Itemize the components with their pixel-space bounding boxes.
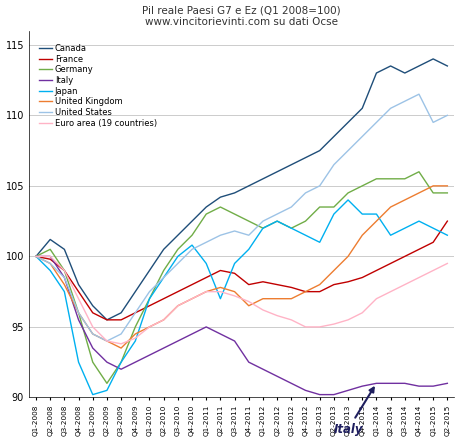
Euro area (19 countries) xyxy=(76,296,81,301)
United States xyxy=(316,183,322,189)
Germany xyxy=(90,359,95,365)
Germany xyxy=(118,359,123,365)
United Kingdom xyxy=(401,197,407,202)
Canada xyxy=(373,70,378,76)
United Kingdom xyxy=(260,296,265,301)
Germany xyxy=(430,190,435,195)
United States xyxy=(358,134,364,139)
Japan xyxy=(33,254,39,259)
Japan xyxy=(175,254,180,259)
Japan xyxy=(189,243,194,248)
Germany xyxy=(288,225,293,231)
France xyxy=(104,317,109,323)
Japan xyxy=(345,197,350,202)
Italy xyxy=(401,381,407,386)
Euro area (19 countries) xyxy=(203,289,208,294)
Canada xyxy=(175,232,180,238)
United Kingdom xyxy=(90,332,95,337)
United Kingdom xyxy=(203,289,208,294)
France xyxy=(217,268,223,273)
Canada xyxy=(302,155,308,160)
Germany xyxy=(260,225,265,231)
United Kingdom xyxy=(415,190,421,195)
Canada xyxy=(203,204,208,210)
United Kingdom xyxy=(345,254,350,259)
Italy xyxy=(161,345,166,351)
Japan xyxy=(373,211,378,217)
Germany xyxy=(330,204,336,210)
United States xyxy=(33,254,39,259)
Japan xyxy=(274,218,279,224)
Canada xyxy=(231,190,237,195)
Italy xyxy=(302,388,308,393)
Euro area (19 countries) xyxy=(358,310,364,316)
Line: Japan: Japan xyxy=(36,200,447,395)
Euro area (19 countries) xyxy=(444,261,449,266)
Germany xyxy=(47,247,53,252)
Canada xyxy=(288,162,293,168)
Italy xyxy=(189,332,194,337)
Japan xyxy=(288,225,293,231)
Euro area (19 countries) xyxy=(274,313,279,318)
Japan xyxy=(146,296,152,301)
France xyxy=(373,268,378,273)
United Kingdom xyxy=(118,345,123,351)
France xyxy=(33,254,39,259)
Japan xyxy=(76,359,81,365)
Germany xyxy=(132,324,138,330)
Italy xyxy=(203,324,208,330)
United Kingdom xyxy=(231,289,237,294)
United States xyxy=(217,232,223,238)
France xyxy=(132,310,138,316)
Euro area (19 countries) xyxy=(387,289,392,294)
United Kingdom xyxy=(316,282,322,287)
United Kingdom xyxy=(189,296,194,301)
Canada xyxy=(76,282,81,287)
France xyxy=(231,271,237,276)
Euro area (19 countries) xyxy=(302,324,308,330)
Line: Euro area (19 countries): Euro area (19 countries) xyxy=(36,256,447,344)
United Kingdom xyxy=(104,339,109,344)
Euro area (19 countries) xyxy=(345,317,350,323)
United Kingdom xyxy=(444,183,449,189)
United Kingdom xyxy=(358,232,364,238)
United States xyxy=(62,275,67,280)
Japan xyxy=(217,296,223,301)
Italy xyxy=(316,392,322,397)
Canada xyxy=(260,176,265,182)
Japan xyxy=(387,232,392,238)
Italy xyxy=(62,275,67,280)
United States xyxy=(387,106,392,111)
France xyxy=(175,289,180,294)
Germany xyxy=(415,169,421,175)
Japan xyxy=(62,289,67,294)
Germany xyxy=(33,254,39,259)
Japan xyxy=(132,339,138,344)
Germany xyxy=(274,218,279,224)
France xyxy=(358,275,364,280)
Japan xyxy=(401,225,407,231)
Japan xyxy=(161,275,166,280)
Italy xyxy=(345,388,350,393)
Italy xyxy=(260,366,265,372)
United Kingdom xyxy=(132,332,138,337)
Japan xyxy=(104,388,109,393)
Canada xyxy=(274,169,279,175)
Title: Pil reale Paesi G7 e Ez (Q1 2008=100)
www.vincitorievinti.com su dati Ocse: Pil reale Paesi G7 e Ez (Q1 2008=100) ww… xyxy=(142,6,340,27)
United Kingdom xyxy=(288,296,293,301)
France xyxy=(345,279,350,284)
France xyxy=(430,240,435,245)
Euro area (19 countries) xyxy=(104,339,109,344)
Canada xyxy=(90,303,95,309)
Germany xyxy=(302,218,308,224)
United Kingdom xyxy=(302,289,308,294)
United States xyxy=(330,162,336,168)
United States xyxy=(76,310,81,316)
United Kingdom xyxy=(430,183,435,189)
Italy xyxy=(90,345,95,351)
France xyxy=(62,268,67,273)
France xyxy=(316,289,322,294)
United States xyxy=(90,332,95,337)
Canada xyxy=(387,63,392,69)
Germany xyxy=(231,211,237,217)
